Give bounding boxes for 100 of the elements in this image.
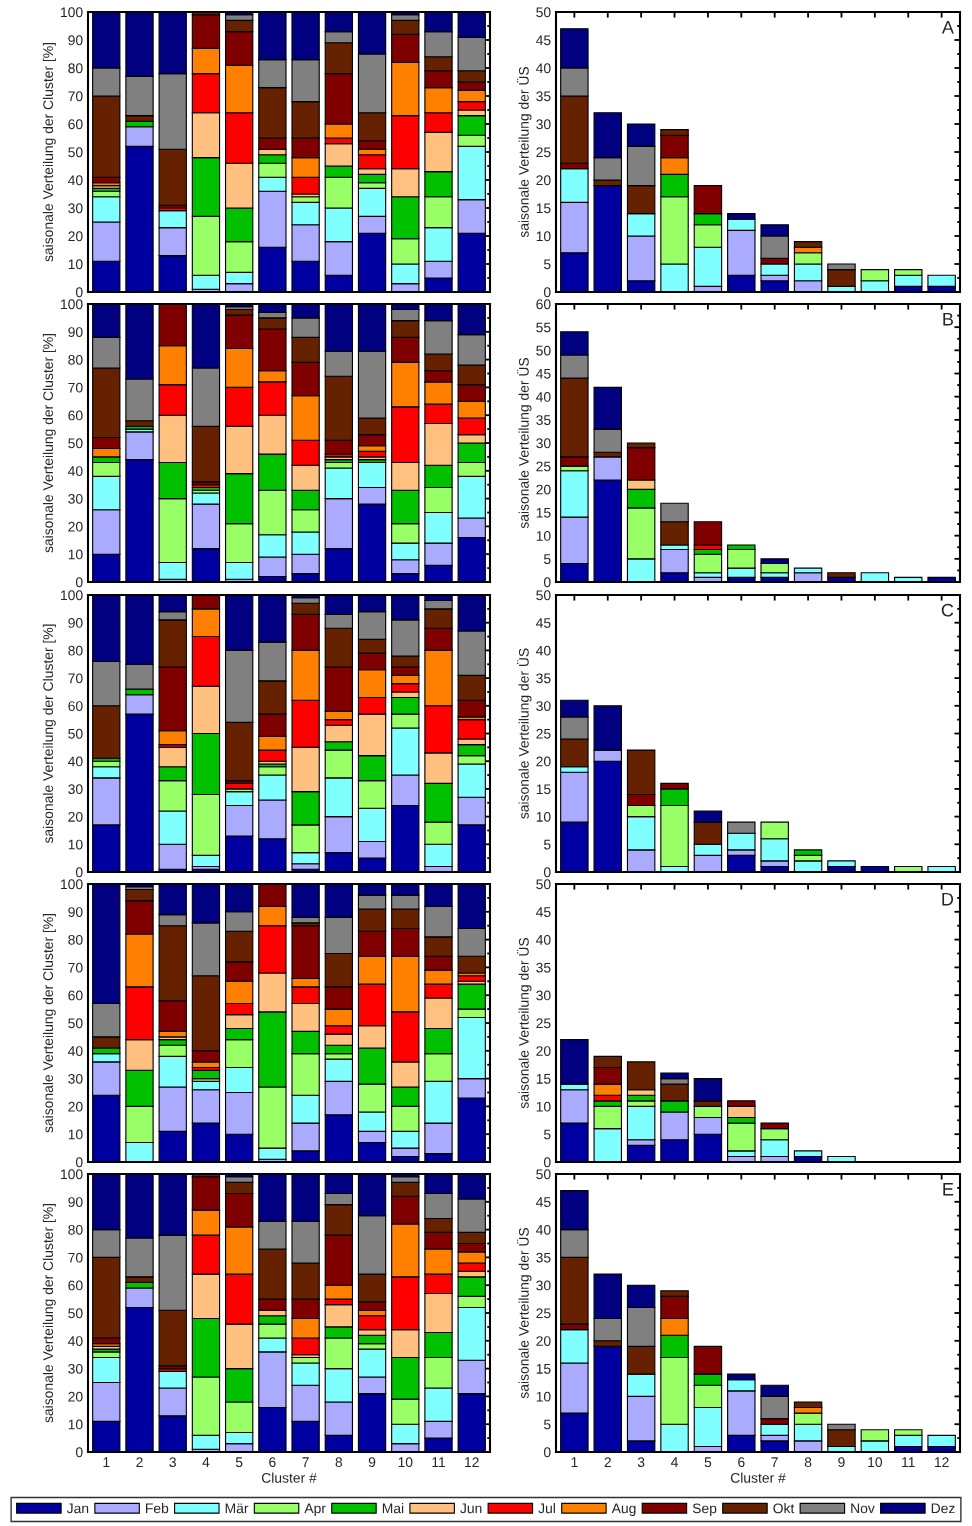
y-axis-title: saisonale Verteilung der Cluster [%] [42, 42, 56, 262]
legend-label: Sep [692, 1503, 717, 1516]
y-tick-label: 25 [536, 1308, 551, 1319]
y-axis-title: saisonale Verteilung der ÜS [517, 937, 532, 1109]
x-tick-label: 5 [704, 1457, 712, 1468]
annotation: E [943, 1183, 954, 1196]
y-tick-label: 20 [536, 756, 551, 767]
y-tick-label: 100 [61, 879, 83, 890]
x-tick-label: 6 [269, 1457, 276, 1468]
y-tick-label: 40 [536, 392, 551, 402]
annotation: C [941, 603, 954, 617]
y-axis-title: saisonale Verteilung der ÜS [517, 66, 532, 238]
x-tick-label: 12 [934, 1457, 949, 1467]
x-tick-label: 4 [202, 1457, 210, 1467]
y-tick-label: 30 [68, 1363, 83, 1374]
y-tick-label: 35 [536, 415, 551, 425]
y-tick-label: 0 [543, 1447, 551, 1458]
y-tick-label: 0 [75, 1447, 83, 1458]
y-tick-label: 10 [536, 1101, 551, 1112]
y-tick-label: 25 [536, 147, 551, 158]
y-tick-label: 15 [536, 784, 551, 795]
y-tick-label: 50 [536, 1169, 551, 1180]
y-tick-label: 60 [68, 990, 83, 1001]
y-tick-label: 30 [68, 784, 83, 795]
annotation: B [943, 313, 953, 326]
y-axis-title: saisonale Verteilung der Cluster [%] [42, 624, 56, 844]
y-tick-label: 15 [536, 203, 551, 214]
y-tick-label: 40 [68, 1336, 83, 1346]
y-tick-label: 45 [536, 35, 551, 46]
y-tick-label: 40 [68, 1046, 83, 1056]
y-tick-label: 40 [536, 1224, 551, 1235]
legend-label: Jul [538, 1503, 555, 1514]
annotation: D [942, 893, 954, 906]
x-tick-label: 9 [368, 1457, 376, 1468]
y-tick-label: 30 [68, 493, 83, 504]
y-tick-label: 10 [536, 1391, 551, 1402]
y-tick-label: 50 [536, 7, 551, 18]
y-tick-label: 20 [68, 231, 83, 242]
y-tick-label: 35 [536, 962, 551, 973]
x-tick-label: 8 [335, 1457, 343, 1468]
y-tick-label: 10 [68, 1419, 83, 1430]
y-tick-label: 25 [536, 1018, 551, 1029]
y-axis-title: saisonale Verteilung der Cluster [%] [42, 913, 56, 1133]
legend-label: Feb [146, 1503, 169, 1514]
y-tick-label: 20 [536, 484, 551, 495]
y-axis-title: saisonale Verteilung der ÜS [517, 648, 532, 819]
y-tick-label: 20 [68, 1101, 83, 1112]
legend-label: Okt [773, 1503, 795, 1514]
y-tick-label: 45 [536, 1197, 551, 1207]
y-tick-label: 0 [75, 867, 83, 878]
y-tick-label: 0 [75, 287, 83, 298]
x-tick-label: 2 [604, 1457, 611, 1467]
x-tick-label: 4 [670, 1457, 678, 1467]
y-tick-label: 25 [536, 728, 551, 739]
y-axis-title: saisonale Verteilung der Cluster [%] [42, 1203, 56, 1423]
y-tick-label: 25 [536, 461, 551, 472]
x-tick-label: 10 [398, 1457, 413, 1468]
y-tick-label: 35 [536, 673, 551, 684]
x-tick-label: 11 [902, 1457, 915, 1467]
y-tick-label: 40 [536, 934, 551, 945]
y-tick-label: 30 [536, 119, 551, 130]
y-tick-label: 40 [536, 63, 551, 74]
y-tick-label: 50 [68, 1308, 83, 1319]
y-tick-label: 10 [68, 1129, 83, 1140]
x-tick-label: 12 [465, 1457, 479, 1467]
y-tick-label: 90 [68, 1197, 83, 1207]
y-tick-label: 15 [536, 1364, 551, 1374]
y-tick-label: 50 [536, 590, 551, 601]
y-tick-label: 20 [536, 1046, 551, 1056]
y-tick-label: 30 [536, 701, 551, 711]
y-tick-label: 70 [68, 1252, 83, 1263]
y-tick-label: 20 [68, 521, 83, 532]
x-tick-label: 5 [235, 1457, 243, 1468]
y-tick-label: 90 [68, 35, 83, 46]
y-tick-label: 60 [68, 119, 83, 130]
y-axis-title: saisonale Verteilung der ÜS [517, 357, 532, 529]
legend-label: Jun [460, 1503, 482, 1514]
y-tick-label: 50 [536, 345, 551, 356]
y-tick-label: 0 [543, 1157, 551, 1168]
legend-label: Mär [225, 1503, 249, 1514]
y-tick-label: 5 [543, 839, 551, 850]
x-tick-label: 8 [804, 1457, 812, 1468]
y-tick-label: 100 [61, 7, 83, 18]
y-tick-label: 80 [68, 645, 83, 656]
x-tick-label: 2 [136, 1457, 143, 1467]
y-tick-label: 15 [536, 507, 551, 518]
y-tick-label: 40 [68, 756, 83, 767]
y-tick-label: 35 [536, 1252, 551, 1263]
x-tick-label: 3 [637, 1457, 645, 1468]
y-tick-label: 0 [543, 577, 551, 588]
y-tick-label: 30 [68, 1073, 83, 1084]
y-tick-label: 30 [536, 438, 551, 449]
y-tick-label: 5 [543, 1419, 551, 1430]
y-tick-label: 100 [61, 590, 83, 601]
y-tick-label: 50 [68, 147, 83, 158]
x-tick-label: 10 [868, 1457, 883, 1468]
y-tick-label: 90 [68, 907, 83, 917]
annotation: A [941, 21, 954, 34]
y-tick-label: 80 [68, 1224, 83, 1235]
y-tick-label: 0 [75, 1157, 83, 1168]
